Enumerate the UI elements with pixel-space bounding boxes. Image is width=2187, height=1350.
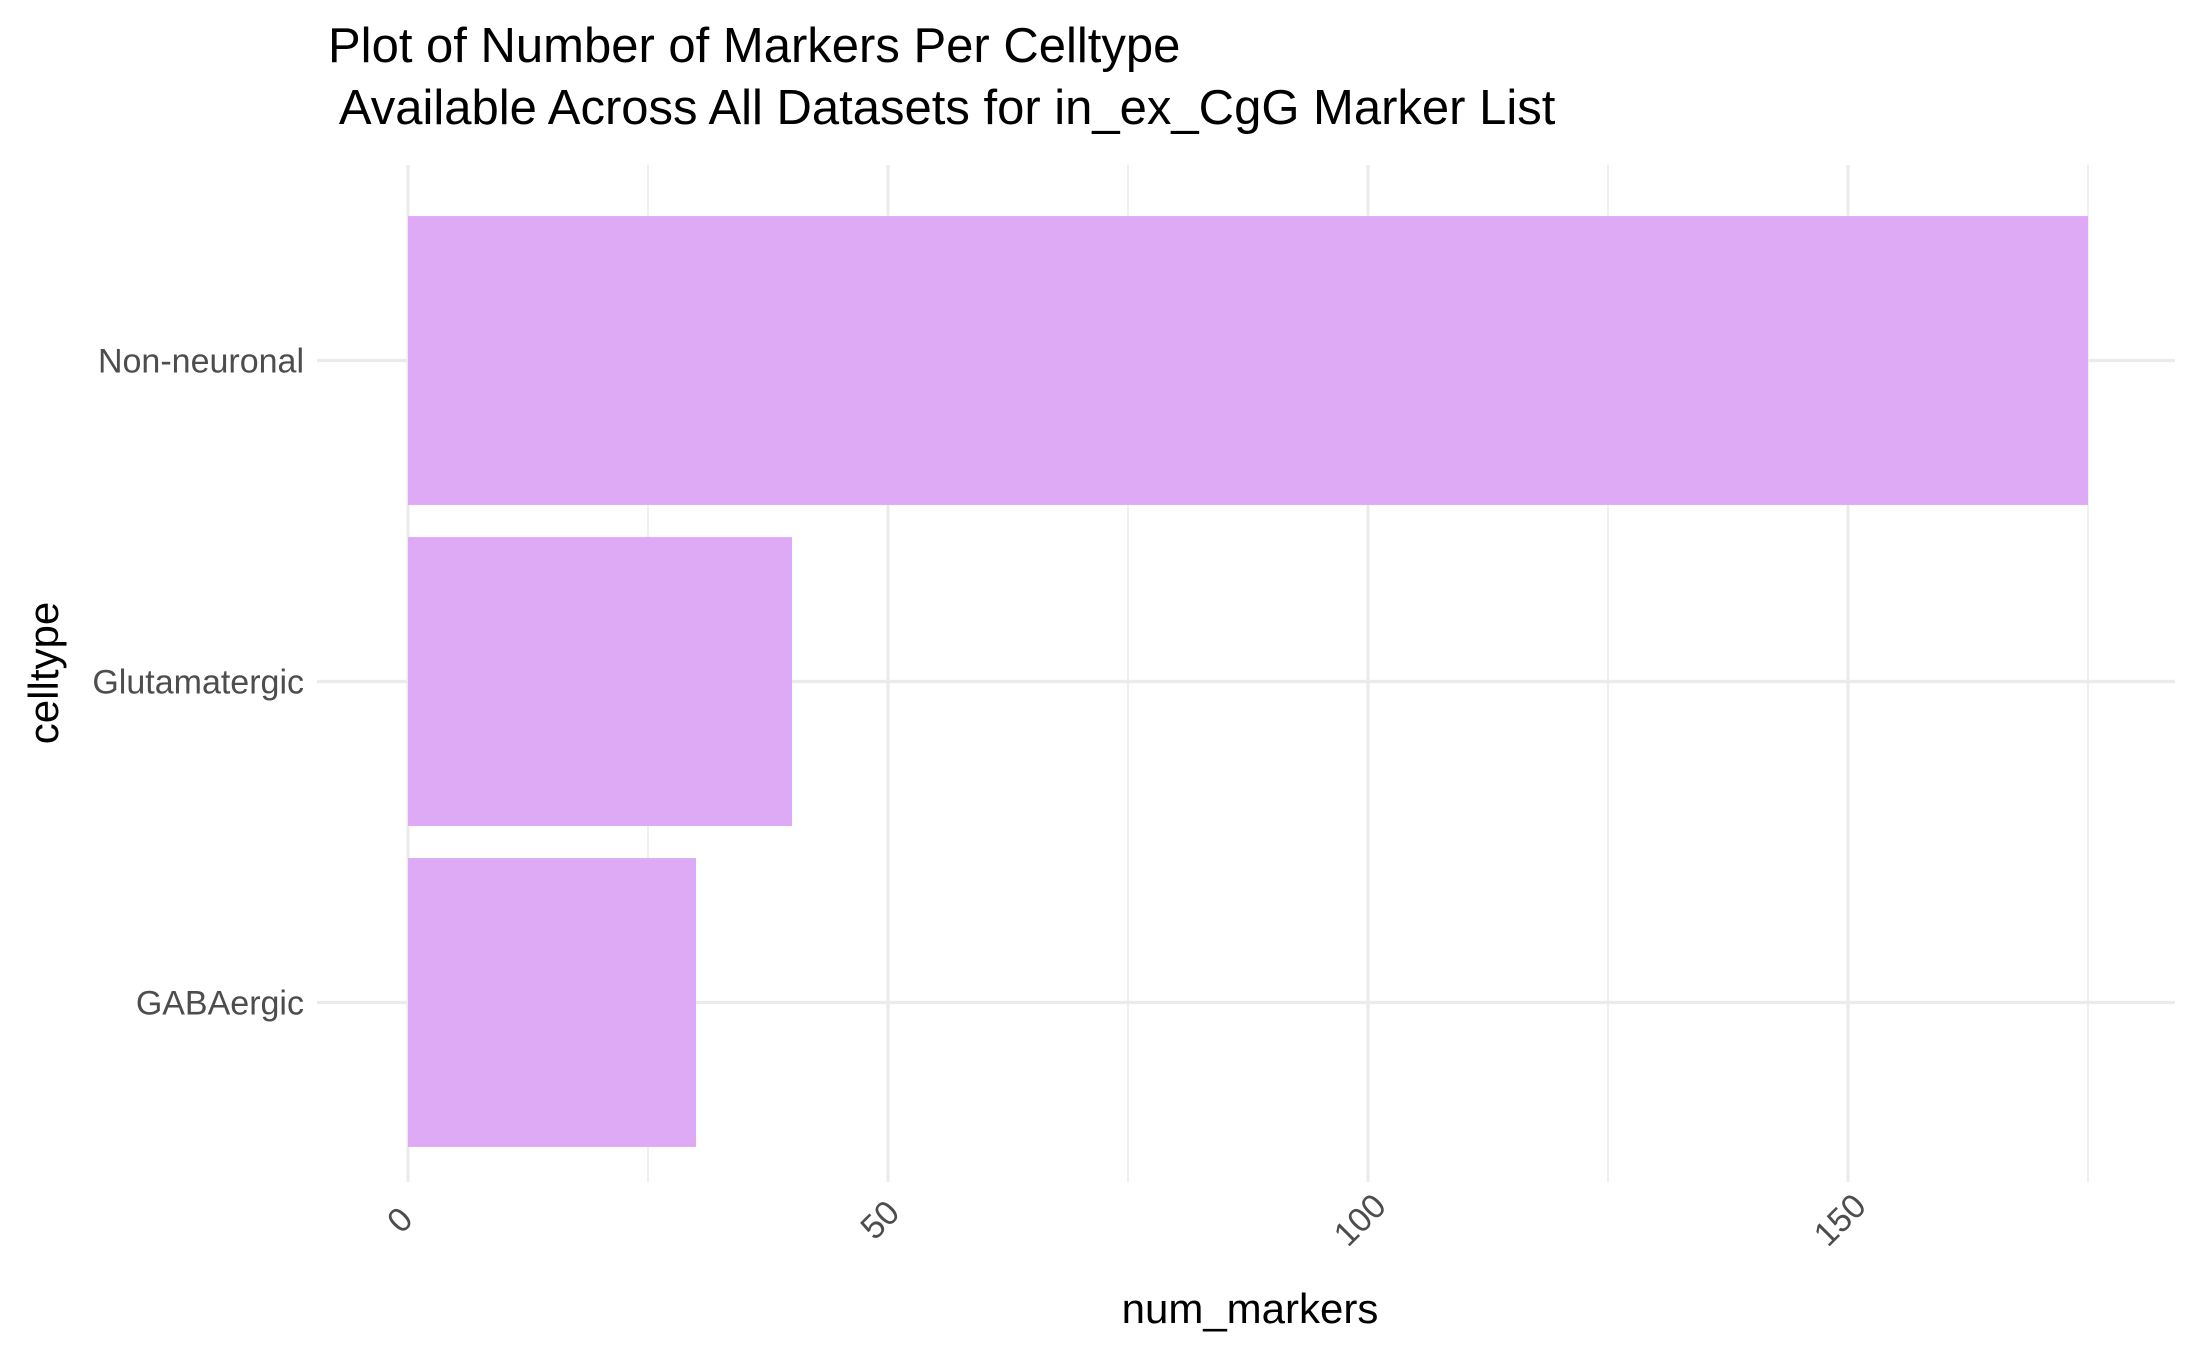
y-tick-label: Glutamatergic — [92, 664, 304, 702]
x-axis-title: num_markers — [1122, 1285, 1379, 1332]
chart-title-line-1: Plot of Number of Markers Per Celltype — [328, 19, 1180, 73]
bar-non-neuronal — [408, 216, 2088, 505]
y-tick-label: Non-neuronal — [98, 343, 304, 381]
chart-title-line-2: Available Across All Datasets for in_ex_… — [328, 81, 1556, 135]
bar-gabaergic — [408, 858, 696, 1147]
bars-layer — [408, 216, 2088, 1147]
x-tick-label: 100 — [1327, 1187, 1394, 1254]
y-tick-label: GABAergic — [136, 985, 304, 1023]
y-axis-title: celltype — [20, 602, 67, 744]
x-tick-label: 0 — [380, 1200, 420, 1240]
x-tick-label: 50 — [853, 1193, 907, 1247]
x-tick-label: 150 — [1807, 1187, 1874, 1254]
bar-glutamatergic — [408, 537, 792, 826]
